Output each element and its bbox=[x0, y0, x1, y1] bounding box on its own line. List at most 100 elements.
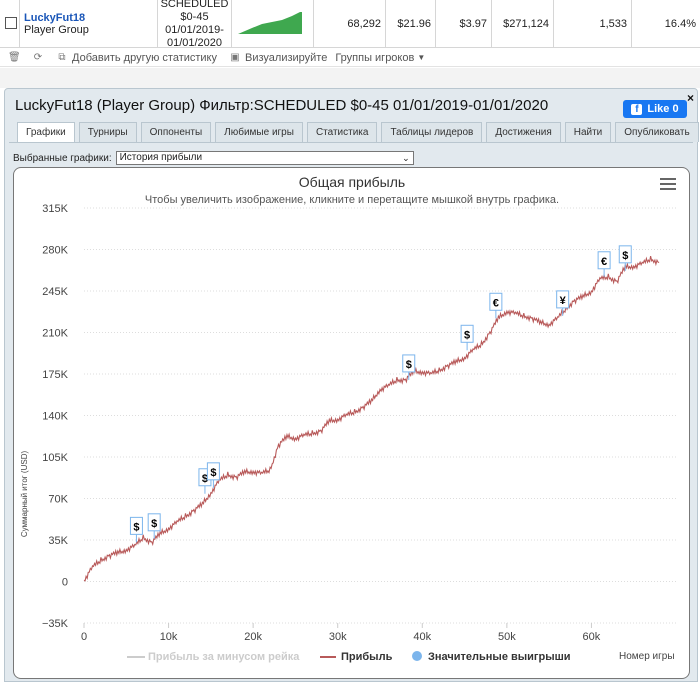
y-tick-label: 0 bbox=[62, 577, 68, 589]
chart-select-label: Выбранные графики: bbox=[13, 152, 112, 164]
big-win-marker bbox=[206, 462, 220, 481]
big-win-symbol: $ bbox=[151, 518, 157, 530]
big-win-marker bbox=[489, 292, 503, 311]
legend-profit[interactable]: Прибыль bbox=[341, 651, 393, 663]
big-win-flag[interactable]: ¥ bbox=[556, 290, 570, 316]
x-tick-label: 0 bbox=[81, 631, 87, 643]
col-a-cell: 1,533 bbox=[554, 0, 632, 48]
x-tick-label: 30k bbox=[329, 631, 347, 643]
big-win-flag[interactable]: $ bbox=[618, 245, 632, 271]
big-wins-layer: $ $$ $$$€ ¥€ $ bbox=[129, 245, 632, 543]
big-win-symbol: $ bbox=[622, 250, 628, 262]
big-win-marker bbox=[618, 245, 632, 264]
big-win-symbol: € bbox=[601, 256, 607, 268]
x-tick-label: 10k bbox=[160, 631, 178, 643]
tab-publish[interactable]: Опубликовать bbox=[615, 122, 699, 142]
y-tick-label: 70K bbox=[48, 494, 68, 506]
menu-button[interactable] bbox=[660, 178, 676, 190]
filter-line: 01/01/2020 bbox=[166, 37, 223, 49]
avg-profit-value: $3.97 bbox=[459, 18, 487, 30]
big-win-flag[interactable]: € bbox=[597, 251, 611, 277]
player-groups-label: Группы игроков bbox=[335, 51, 415, 64]
tab-favorite-games[interactable]: Любимые игры bbox=[215, 122, 303, 142]
legend: Прибыль за минусом рейка Прибыль Значите… bbox=[127, 651, 571, 663]
chart-select[interactable]: История прибыли ⌄ bbox=[115, 151, 414, 165]
player-group-label: Player Group bbox=[24, 24, 89, 36]
panel-title: LuckyFut18 (Player Group) Фильтр:SCHEDUL… bbox=[15, 97, 549, 114]
y-tick-label: 35K bbox=[48, 535, 68, 547]
like-label: Like 0 bbox=[647, 103, 679, 115]
close-button[interactable]: × bbox=[687, 91, 695, 105]
tab-tournaments[interactable]: Турниры bbox=[78, 122, 137, 142]
tab-opponents[interactable]: Оппоненты bbox=[140, 122, 212, 142]
big-win-flag[interactable]: $ bbox=[402, 354, 416, 380]
chevron-down-icon: ⌄ bbox=[402, 153, 410, 163]
facebook-like-button[interactable]: f Like 0 bbox=[623, 100, 687, 118]
roi-cell: 16.4% bbox=[632, 0, 700, 48]
player-groups-dropdown[interactable]: Группы игроков ▼ bbox=[335, 52, 425, 64]
x-axis: 0 10k 20k 30k 40k 50k 60k bbox=[81, 623, 601, 643]
player-cell: LuckyFut18 Player Group bbox=[20, 0, 158, 48]
big-win-flag[interactable]: $ bbox=[206, 462, 220, 488]
big-win-marker bbox=[597, 251, 611, 270]
big-win-flag[interactable]: $ bbox=[460, 324, 474, 351]
filter-line: 01/01/2019- bbox=[165, 24, 224, 36]
tab-statistics[interactable]: Статистика bbox=[306, 122, 378, 142]
x-tick-label: 20k bbox=[244, 631, 262, 643]
profit-sparkline bbox=[238, 12, 302, 34]
filter-cell: SCHEDULED $0-45 01/01/2019- 01/01/2020 bbox=[158, 0, 232, 49]
row-checkbox[interactable] bbox=[5, 17, 17, 29]
col-a-value: 1,533 bbox=[599, 18, 627, 30]
y-tick-label: 210K bbox=[42, 328, 68, 340]
legend-big-wins[interactable]: Значительные выигрыши bbox=[428, 651, 571, 663]
y-tick-label: 315K bbox=[42, 203, 68, 215]
tab-charts[interactable]: Графики bbox=[17, 122, 75, 142]
avg-buyin-value: $21.96 bbox=[397, 18, 431, 30]
tab-leaderboards[interactable]: Таблицы лидеров bbox=[381, 122, 483, 142]
player-name-link[interactable]: LuckyFut18 bbox=[24, 12, 86, 24]
games-count: 68,292 bbox=[347, 18, 381, 30]
y-tick-label: 280K bbox=[42, 245, 68, 257]
visualize-label: Визуализируйте bbox=[245, 51, 328, 64]
visualize-button[interactable]: ▣ Визуализируйте bbox=[229, 52, 327, 64]
profit-chart[interactable]: Общая прибыль Чтобы увеличить изображени… bbox=[14, 168, 691, 680]
y-tick-label: 175K bbox=[42, 369, 68, 381]
x-tick-label: 50k bbox=[498, 631, 516, 643]
big-win-symbol: ¥ bbox=[560, 295, 567, 307]
y-axis-title: Суммарный итог (USD) bbox=[20, 451, 29, 538]
tab-achievements[interactable]: Достижения bbox=[486, 122, 561, 142]
grid bbox=[84, 207, 676, 624]
total-profit-cell: $271,124 bbox=[492, 0, 554, 48]
menu-icon bbox=[660, 178, 676, 180]
big-win-flag[interactable]: $ bbox=[147, 513, 161, 539]
add-stats-icon: ⧉ bbox=[58, 51, 66, 63]
big-win-marker bbox=[402, 354, 416, 373]
profit-line bbox=[83, 255, 660, 582]
y-tick-label: −35K bbox=[42, 618, 69, 630]
image-icon: ▣ bbox=[230, 51, 240, 63]
tab-find[interactable]: Найти bbox=[564, 122, 612, 142]
big-win-flag[interactable]: € bbox=[489, 292, 503, 319]
x-tick-label: 60k bbox=[583, 631, 601, 643]
chart-title: Общая прибыль bbox=[299, 174, 405, 190]
big-win-symbol: $ bbox=[133, 521, 139, 533]
y-tick-label: 105K bbox=[42, 452, 68, 464]
tab-bar: Графики Турниры Оппоненты Любимые игры С… bbox=[17, 122, 700, 142]
facebook-icon: f bbox=[631, 103, 643, 115]
player-summary-row: LuckyFut18 Player Group SCHEDULED $0-45 … bbox=[0, 0, 700, 49]
y-tick-label: 245K bbox=[42, 286, 68, 298]
delete-button[interactable]: 🗑 bbox=[8, 52, 24, 64]
add-stats-button[interactable]: ⧉ Добавить другую статистику bbox=[56, 52, 217, 64]
big-win-flag[interactable]: $ bbox=[129, 516, 143, 543]
chart-select-row: Выбранные графики: История прибыли ⌄ bbox=[13, 151, 414, 165]
total-profit-value: $271,124 bbox=[503, 18, 549, 30]
chart-container[interactable]: Общая прибыль Чтобы увеличить изображени… bbox=[13, 167, 690, 679]
x-axis-title: Номер игры bbox=[619, 651, 675, 662]
big-win-marker bbox=[147, 513, 161, 532]
games-cell: 68,292 bbox=[314, 0, 386, 48]
filter-line: SCHEDULED bbox=[160, 0, 229, 10]
legend-rake[interactable]: Прибыль за минусом рейка bbox=[148, 651, 300, 663]
chart-subtitle: Чтобы увеличить изображение, кликните и … bbox=[145, 194, 559, 206]
refresh-button[interactable]: ⟳ bbox=[32, 52, 48, 64]
player-detail-panel: LuckyFut18 (Player Group) Фильтр:SCHEDUL… bbox=[4, 88, 700, 682]
